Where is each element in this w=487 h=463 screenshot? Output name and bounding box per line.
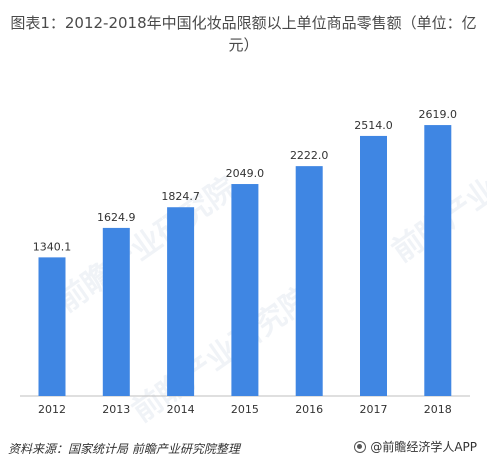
- bar-2012: [38, 257, 66, 396]
- data-label-2013: 1624.9: [97, 211, 136, 224]
- bar-2016: [295, 166, 323, 396]
- x-tick-2012: 2012: [38, 403, 66, 416]
- x-tick-2018: 2018: [424, 403, 452, 416]
- x-tick-2013: 2013: [102, 403, 130, 416]
- chart-title: 图表1：2012-2018年中国化妆品限额以上单位商品零售额（单位：亿元）: [10, 14, 477, 54]
- data-label-2017: 2514.0: [354, 119, 393, 132]
- data-label-2016: 2222.0: [290, 149, 329, 162]
- data-label-2012: 1340.1: [33, 240, 72, 253]
- bar-2018: [424, 125, 452, 396]
- qianzhan-logo-icon: [354, 440, 367, 453]
- bars-group: 1340.1 2012 1624.9 2013 1824.7 2014 2049.0 2015…: [33, 108, 457, 416]
- x-tick-2014: 2014: [167, 403, 195, 416]
- x-tick-2016: 2016: [295, 403, 323, 416]
- data-label-2014: 1824.7: [161, 190, 200, 203]
- bar-2014: [167, 207, 195, 396]
- x-tick-2017: 2017: [360, 403, 388, 416]
- x-tick-2015: 2015: [231, 403, 259, 416]
- bar-2017: [360, 135, 387, 396]
- bar-2015: [231, 184, 259, 396]
- brand-text: @前瞻经济学人APP: [370, 440, 477, 454]
- data-label-2018: 2619.0: [419, 108, 458, 121]
- bar-2013: [102, 227, 130, 396]
- source-note: 资料来源：国家统计局 前瞻产业研究院整理: [8, 442, 240, 456]
- data-label-2015: 2049.0: [226, 167, 265, 180]
- brand-credit: @前瞻经济学人APP: [354, 438, 477, 455]
